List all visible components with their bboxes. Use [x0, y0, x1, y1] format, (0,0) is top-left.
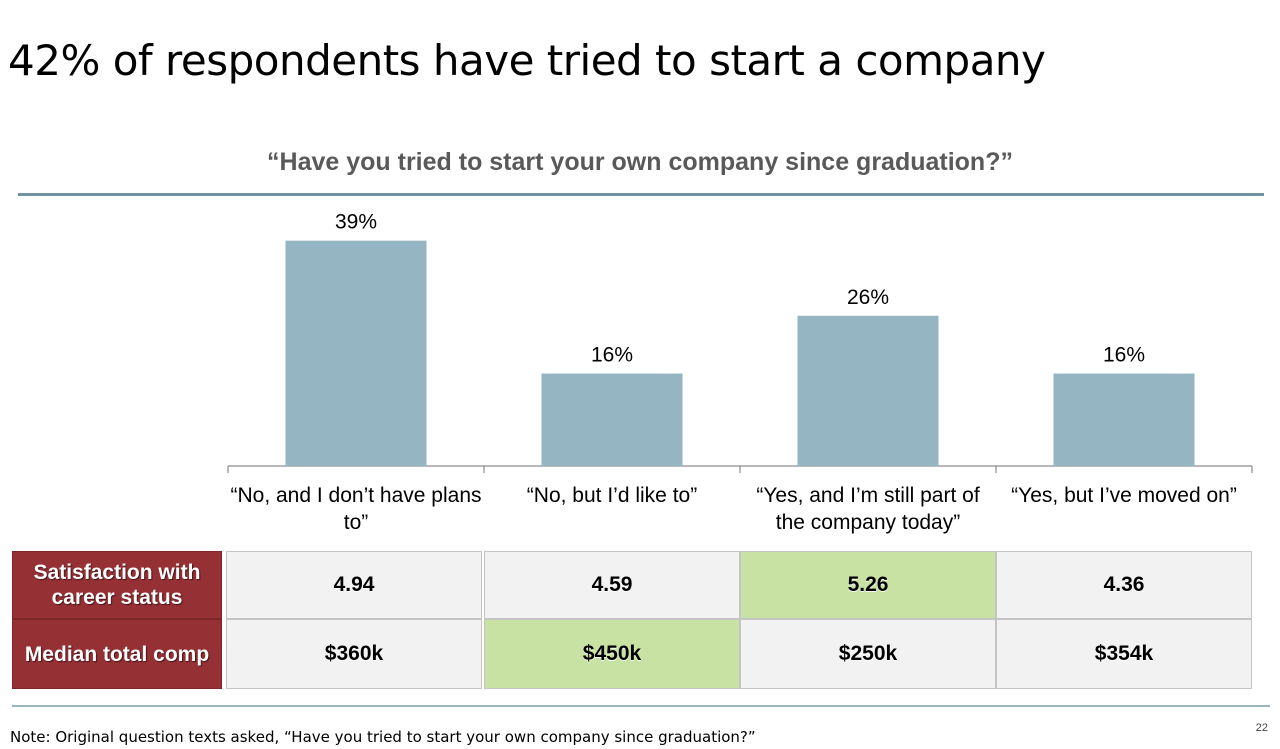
bar-3: [797, 315, 939, 466]
data-label-4: 16%: [1103, 344, 1145, 367]
bar-4: [1053, 373, 1195, 466]
bar-2: [541, 373, 683, 466]
table-cell: $354k: [996, 619, 1252, 689]
table-cell: 4.36: [996, 551, 1252, 619]
chart-title: “Have you tried to start your own compan…: [267, 148, 1013, 176]
row-header-median-comp: Median total comp: [12, 619, 222, 689]
table-cell: 4.59: [484, 551, 740, 619]
table-cell: 4.94: [226, 551, 482, 619]
footer-divider: [12, 705, 1270, 707]
data-label-2: 16%: [591, 344, 633, 367]
data-label-1: 39%: [335, 211, 377, 234]
bar-1: [285, 240, 427, 466]
category-label-3: “Yes, and I’m still part of the company …: [756, 484, 980, 534]
category-label-1: “No, and I don’t have plans to”: [230, 484, 482, 534]
row-header-satisfaction: Satisfaction with career status: [12, 551, 222, 619]
title-divider: [18, 193, 1264, 196]
table-cell: $450k: [484, 619, 740, 689]
footnote: Note: Original question texts asked, “Ha…: [10, 728, 756, 746]
category-label-4: “Yes, but I’ve moved on”: [1011, 484, 1237, 507]
page-title: 42% of respondents have tried to start a…: [8, 36, 1046, 85]
table-cell: $250k: [740, 619, 996, 689]
category-label-2: “No, but I’d like to”: [526, 484, 698, 507]
page-number: 22: [1255, 722, 1268, 734]
table-cell: 5.26: [740, 551, 996, 619]
data-label-3: 26%: [847, 286, 889, 309]
table-cell: $360k: [226, 619, 482, 689]
